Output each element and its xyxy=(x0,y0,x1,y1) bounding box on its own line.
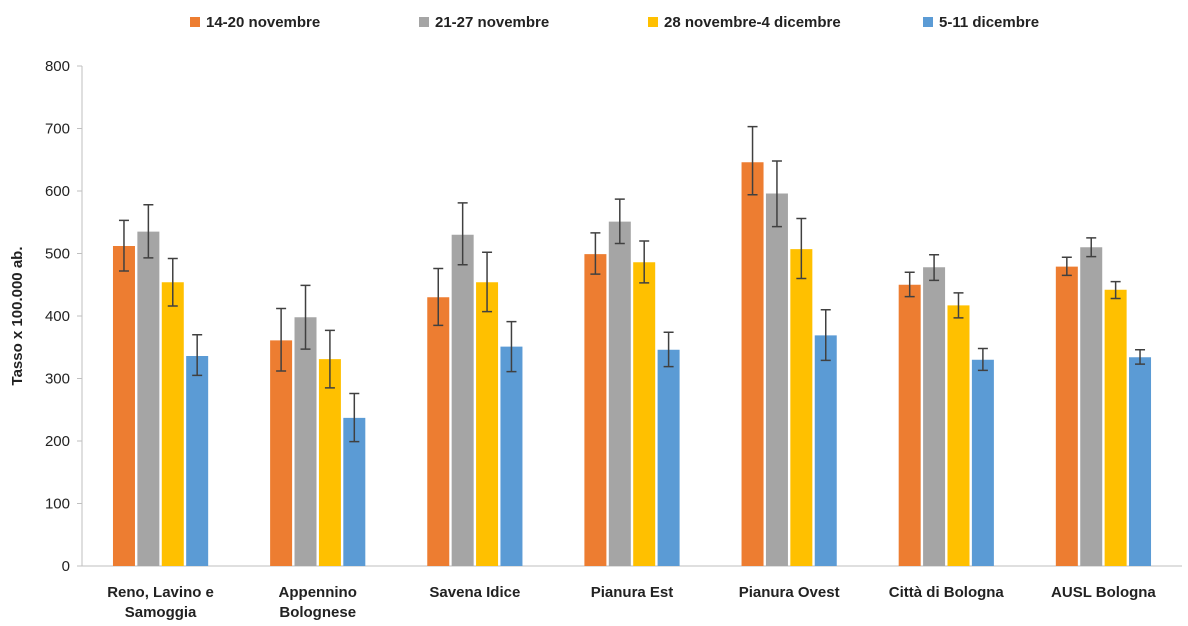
legend-label-series-4: 5-11 dicembre xyxy=(939,13,1040,31)
legend-item-series-3: 28 novembre-4 dicembre xyxy=(648,11,841,33)
legend-label-series-1: 14-20 novembre xyxy=(206,13,321,31)
y-axis-label: Tasso x 100.000 ab. xyxy=(9,247,26,386)
bar xyxy=(814,335,837,566)
bar xyxy=(427,297,450,566)
bar xyxy=(947,305,970,566)
y-tick-label: 700 xyxy=(45,121,70,138)
bar xyxy=(898,284,921,566)
y-tick-label: 300 xyxy=(45,371,70,388)
bar xyxy=(500,346,523,566)
x-tick-label: Pianura Ovest xyxy=(739,584,840,601)
bar xyxy=(657,349,680,566)
legend-item-series-4: 5-11 dicembre xyxy=(923,11,1039,33)
x-tick-label: Savena Idice xyxy=(429,584,520,601)
legend-label-series-2: 21-27 novembre xyxy=(435,13,550,31)
legend-label-series-3: 28 novembre-4 dicembre xyxy=(664,13,841,31)
bar xyxy=(343,417,366,566)
bar xyxy=(741,162,764,566)
x-tick-label: Pianura Est xyxy=(591,584,674,601)
y-tick-label: 800 xyxy=(45,58,70,75)
bar xyxy=(112,246,135,566)
bar xyxy=(1129,357,1152,566)
bar xyxy=(608,221,631,566)
y-tick-label: 600 xyxy=(45,183,70,200)
y-tick-label: 100 xyxy=(45,496,70,513)
bar xyxy=(790,249,813,566)
y-tick-label: 0 xyxy=(62,558,70,575)
legend-swatch-series-1 xyxy=(190,17,200,27)
bar xyxy=(476,282,499,566)
bar xyxy=(186,356,209,566)
chart-legend: 14-20 novembre 21-27 novembre 28 novembr… xyxy=(0,11,1188,33)
bar xyxy=(1104,289,1127,566)
x-tick-label: Appennino Bolognese xyxy=(279,584,357,621)
y-tick-label: 500 xyxy=(45,246,70,263)
bar xyxy=(161,282,184,566)
bar xyxy=(137,231,160,566)
x-tick-label: Reno, Lavino e Samoggia xyxy=(107,584,214,621)
legend-item-series-2: 21-27 novembre xyxy=(419,11,549,33)
x-tick-label: Città di Bologna xyxy=(889,584,1005,601)
legend-swatch-series-2 xyxy=(419,17,429,27)
bar xyxy=(294,317,317,566)
bar xyxy=(1055,266,1078,566)
bar xyxy=(451,234,474,566)
legend-swatch-series-4 xyxy=(923,17,933,27)
bar xyxy=(1080,247,1103,566)
bar xyxy=(584,254,607,566)
bar xyxy=(765,193,788,566)
bar xyxy=(923,267,946,566)
bar xyxy=(971,359,994,566)
bar xyxy=(270,340,293,566)
x-tick-label: AUSL Bologna xyxy=(1051,584,1156,601)
y-tick-label: 400 xyxy=(45,308,70,325)
legend-swatch-series-3 xyxy=(648,17,658,27)
legend-item-series-1: 14-20 novembre xyxy=(190,11,320,33)
bar xyxy=(318,359,341,566)
bar xyxy=(633,262,656,566)
y-tick-label: 200 xyxy=(45,433,70,450)
